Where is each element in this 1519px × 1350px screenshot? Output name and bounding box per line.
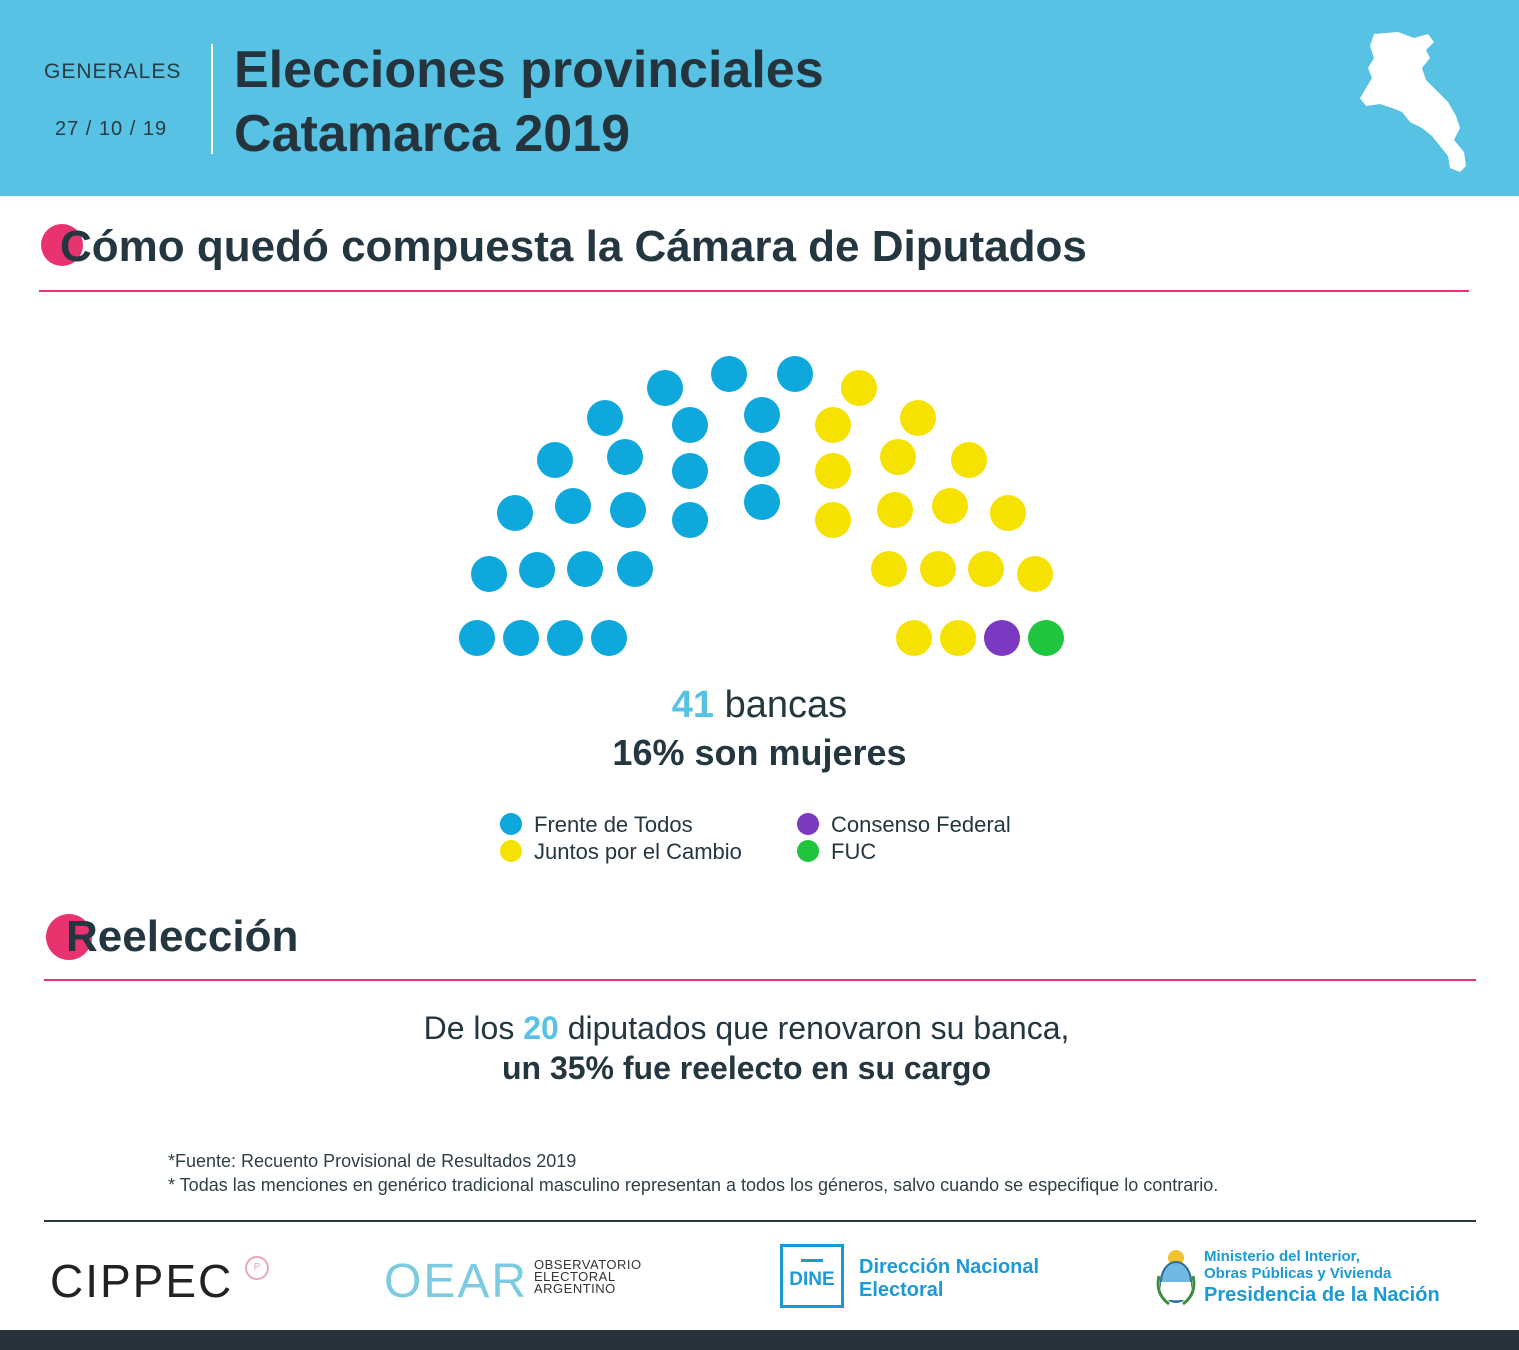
seat-dot [815,453,851,489]
seat-dot [672,407,708,443]
header-banner: GENERALES 27 / 10 / 19 Elecciones provin… [0,0,1519,196]
reelection-pre: De los [423,1010,524,1046]
seat-dot [567,551,603,587]
header-divider [211,44,213,154]
election-date: 27 / 10 / 19 [55,118,168,140]
dine-bar [801,1259,823,1262]
seat-dot [647,370,683,406]
seat-dot [1028,620,1064,656]
oear-logo: OEAR [384,1255,529,1308]
legend-swatch [797,840,819,863]
oear-subtitle: OBSERVATORIO ELECTORAL ARGENTINO [534,1257,642,1296]
seat-dot [920,551,956,587]
seat-dot [471,556,507,592]
ministry-line-1: Ministerio del Interior, [1204,1248,1360,1265]
seat-dot [610,492,646,528]
legend-swatch [500,840,522,863]
legend-item-fuc: FUC [797,839,876,865]
seat-dot [896,620,932,656]
seat-dot [744,484,780,520]
section-bullet [41,224,83,266]
page-title: Elecciones provinciales Catamarca 2019 [234,38,824,166]
seat-dot [547,620,583,656]
seat-dot [607,439,643,475]
seat-dot [968,551,1004,587]
cippec-logo: CIPPEC [50,1255,234,1307]
legend-item-juntos-por-el-cambio: Juntos por el Cambio [500,839,742,865]
legend-label: Consenso Federal [831,812,1011,837]
seat-dot [587,400,623,436]
section-divider [39,290,1469,292]
title-line-2: Catamarca 2019 [234,105,631,163]
seat-dot [951,442,987,478]
seat-dot [871,551,907,587]
seat-dot [617,551,653,587]
seat-dot [503,620,539,656]
legend-swatch [797,813,819,836]
seat-dot [672,453,708,489]
seat-dot [984,620,1020,656]
seat-dot [537,442,573,478]
renewed-count: 20 [523,1010,559,1046]
seat-dot [815,502,851,538]
seat-dot [672,502,708,538]
cippec-badge-icon: P [245,1256,269,1280]
seat-dot [940,620,976,656]
dine-logo-text: DINE [789,1269,835,1290]
section-divider [44,979,1476,981]
seat-dot [555,488,591,524]
election-type: GENERALES [44,60,182,83]
seat-dot [880,439,916,475]
ministry-line-2: Obras Públicas y Vivienda [1204,1265,1392,1282]
legend-item-consenso-federal: Consenso Federal [797,812,1011,838]
seat-dot [777,356,813,392]
dine-logo: DINE [780,1244,844,1308]
seat-dot [497,495,533,531]
coat-of-arms-icon [1156,1250,1196,1306]
catamarca-map-icon [1360,32,1466,172]
seat-dot [877,492,913,528]
footer-divider [44,1220,1476,1222]
gender-note: * Todas las menciones en genérico tradic… [168,1175,1219,1195]
ministry-line-3: Presidencia de la Nación [1204,1284,1440,1306]
legend-swatch [500,813,522,836]
section-title-reelection: Reelección [66,912,299,961]
source-note: *Fuente: Recuento Provisional de Resulta… [168,1151,577,1171]
bottom-bar [0,1330,1519,1350]
reelection-share: un 35% fue reelecto en su cargo [501,1050,992,1086]
seat-dot [841,370,877,406]
total-seats-label: bancas [724,684,848,726]
section-title-chamber: Cómo quedó compuesta la Cámara de Diputa… [60,222,1087,271]
dine-name: Dirección Nacional Electoral [859,1256,1040,1301]
legend-label: FUC [831,839,877,864]
women-share: 16% son mujeres [612,732,907,773]
section-bullet [46,914,92,960]
ministry-label: Ministerio del Interior, Obras Públicas … [1204,1248,1504,1308]
seat-dot [1017,556,1053,592]
seat-dot [591,620,627,656]
seat-dot [744,441,780,477]
total-seats: 41 bancas [0,684,1519,727]
total-seats-number: 41 [671,684,715,726]
reelection-post: diputados que renovaron su banca, [558,1010,1070,1046]
seat-dot [711,356,747,392]
legend-label: Frente de Todos [534,812,693,837]
seat-dot [815,407,851,443]
legend-label: Juntos por el Cambio [534,839,742,864]
reelection-text: De los 20 diputados que renovaron su ban… [0,1010,1493,1047]
seat-dot [744,397,780,433]
seat-dot [932,488,968,524]
legend-item-frente-de-todos: Frente de Todos [500,812,693,838]
seat-dot [459,620,495,656]
title-line-1: Elecciones provinciales [234,41,824,99]
seat-dot [900,400,936,436]
seat-dot [519,552,555,588]
seat-dot [990,495,1026,531]
parliament-chart [459,356,1064,656]
